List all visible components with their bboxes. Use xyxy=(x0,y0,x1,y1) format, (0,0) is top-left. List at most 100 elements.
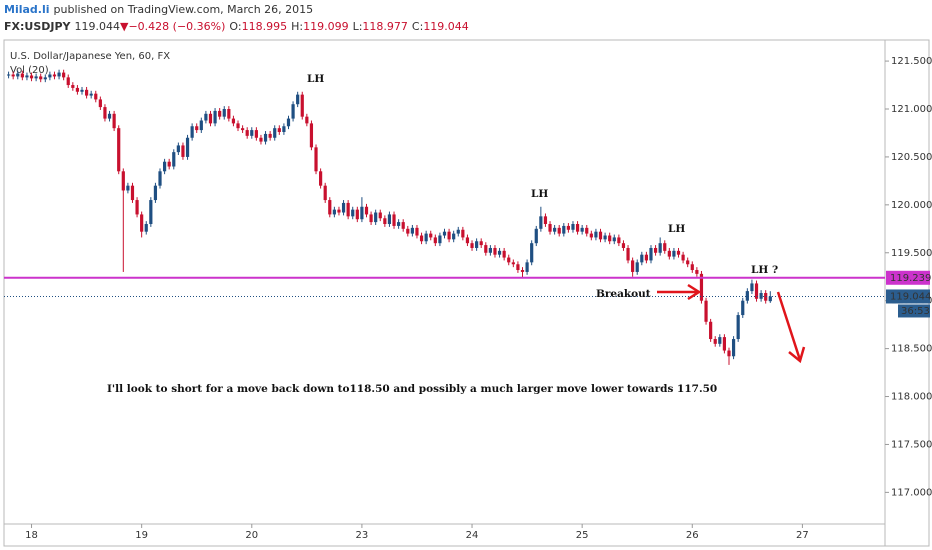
candle-body xyxy=(305,116,309,124)
candle-body xyxy=(608,235,612,242)
y-tick-label: 117.000 xyxy=(891,487,932,498)
candle-body xyxy=(603,235,607,240)
candle-body xyxy=(263,133,268,142)
candle-body xyxy=(635,262,639,272)
candle-body xyxy=(598,231,603,240)
candle-body xyxy=(497,250,502,255)
candle-body xyxy=(695,270,699,274)
x-tick-label: 27 xyxy=(796,530,809,541)
candle-body xyxy=(34,76,38,79)
candle-body xyxy=(713,339,717,344)
symbol: FX:USDJPY xyxy=(4,20,72,33)
candle-body xyxy=(245,130,249,136)
candle-body xyxy=(631,260,635,272)
candle-body xyxy=(268,133,272,138)
candle-body xyxy=(649,247,653,261)
candle-body xyxy=(580,227,584,232)
chart-title: U.S. Dollar/Japanese Yen, 60, FX xyxy=(10,51,170,62)
candle-body xyxy=(75,87,80,92)
candle-body xyxy=(465,237,470,244)
y-tick-label: 118.500 xyxy=(891,344,932,355)
candle-body xyxy=(140,214,144,232)
candle-body xyxy=(768,296,772,302)
annotation: Breakout xyxy=(596,288,651,300)
candle-body xyxy=(667,250,671,257)
low-label: L: xyxy=(353,20,363,33)
candle-body xyxy=(456,229,460,234)
candle-body xyxy=(66,77,70,86)
candle-body xyxy=(121,171,125,191)
candle-body xyxy=(731,339,736,357)
close-value: 119.044 xyxy=(423,20,469,33)
candle-body xyxy=(690,264,694,271)
candle-body xyxy=(319,171,323,186)
candle-body xyxy=(764,293,768,301)
x-tick-label: 26 xyxy=(686,530,699,541)
candle-body xyxy=(470,243,474,248)
candle-body xyxy=(254,130,258,138)
candle-body xyxy=(277,128,281,133)
candle-body xyxy=(218,110,222,117)
candle-body xyxy=(57,72,61,77)
annotation: LH xyxy=(668,223,685,235)
candle-body xyxy=(231,118,236,124)
candle-body xyxy=(48,74,52,78)
candle-body xyxy=(406,228,410,234)
candle-body xyxy=(25,75,29,78)
candle-body xyxy=(190,126,194,138)
candle-body xyxy=(566,225,570,230)
candle-body xyxy=(520,270,525,272)
candle-body xyxy=(241,128,245,131)
candle-body xyxy=(291,104,295,119)
candle-body xyxy=(80,89,84,92)
candle-body xyxy=(534,228,538,244)
candle-body xyxy=(346,202,350,217)
candle-body xyxy=(653,247,658,253)
candle-body xyxy=(557,227,561,234)
candle-body xyxy=(704,300,708,322)
candle-body xyxy=(686,260,690,265)
candle-body xyxy=(759,293,763,299)
change: −0.428 (−0.36%) xyxy=(128,20,225,33)
candle-body xyxy=(442,231,447,236)
candle-body xyxy=(530,243,534,263)
candle-body xyxy=(585,227,589,234)
candle-body xyxy=(309,123,314,148)
y-tick-label: 119.500 xyxy=(891,248,932,259)
candle-body xyxy=(479,241,483,246)
candle-body xyxy=(392,214,396,226)
candle-body xyxy=(575,224,580,232)
candle-body xyxy=(39,76,43,80)
candle-body xyxy=(158,171,162,186)
candle-body xyxy=(548,224,552,232)
x-tick-label: 23 xyxy=(356,530,369,541)
candle-body xyxy=(718,337,722,344)
candle-body xyxy=(89,93,93,96)
candle-body xyxy=(341,202,346,213)
candle-body xyxy=(185,137,190,157)
candle-body xyxy=(488,247,492,253)
candle-body xyxy=(273,128,277,138)
candle-body xyxy=(172,152,176,167)
x-tick-label: 18 xyxy=(25,530,38,541)
candle-body xyxy=(410,227,414,234)
candle-body xyxy=(364,206,369,215)
candle-body xyxy=(208,113,213,124)
candle-body xyxy=(195,126,199,131)
candle-body xyxy=(663,243,667,251)
close-label: C: xyxy=(412,20,423,33)
candle-body xyxy=(162,161,167,172)
candle-body xyxy=(452,233,456,240)
author: Milad.li xyxy=(4,3,50,16)
candle-body xyxy=(20,73,24,78)
annotation: LH xyxy=(531,188,548,200)
candle-body xyxy=(438,235,442,244)
candle-body xyxy=(6,74,11,76)
candle-body xyxy=(107,113,112,119)
timer: 36:53 xyxy=(901,306,930,317)
candle-body xyxy=(259,137,263,142)
breakout-arrow xyxy=(657,283,702,301)
last-price-label: 119.044 xyxy=(890,291,931,302)
candle-body xyxy=(112,113,116,129)
